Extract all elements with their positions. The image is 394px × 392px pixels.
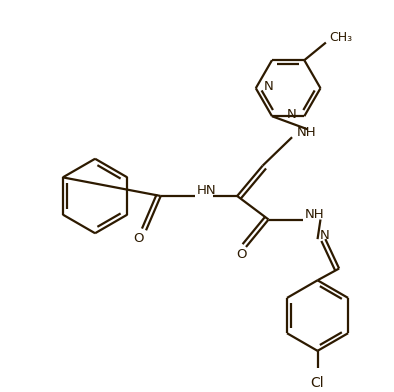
Text: O: O — [236, 248, 246, 261]
Text: N: N — [320, 229, 329, 242]
Text: Cl: Cl — [311, 376, 324, 390]
Text: NH: NH — [297, 126, 317, 139]
Text: N: N — [264, 80, 273, 93]
Text: O: O — [133, 232, 143, 245]
Text: HN: HN — [197, 183, 217, 197]
Text: CH₃: CH₃ — [329, 31, 352, 44]
Text: N: N — [287, 108, 296, 121]
Text: NH: NH — [305, 208, 324, 221]
